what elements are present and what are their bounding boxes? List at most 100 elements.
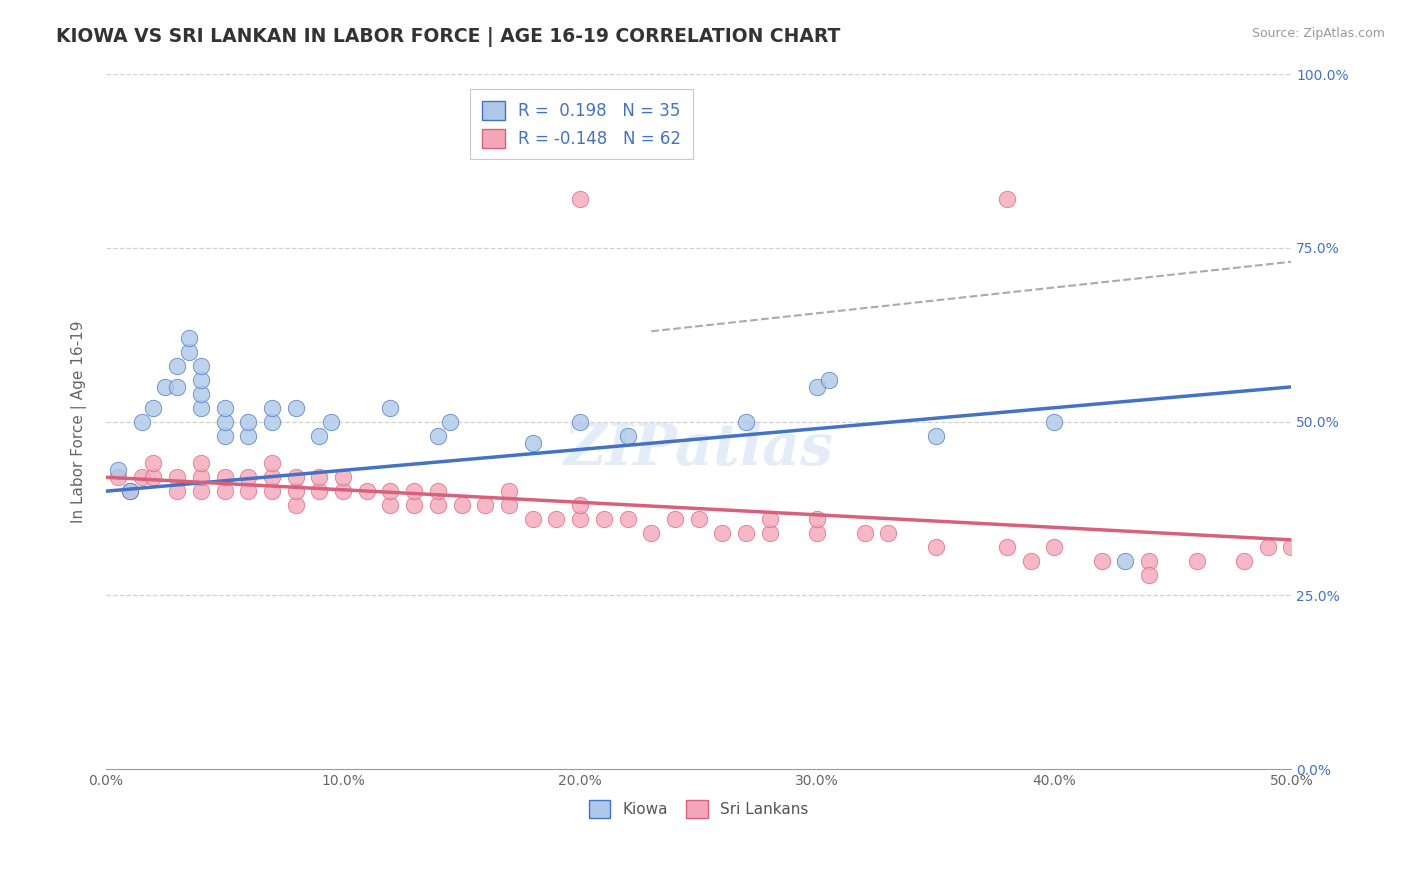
Point [380, 498, 402, 512]
Point [380, 401, 402, 415]
Point [758, 512, 780, 526]
Point [426, 498, 449, 512]
Point [142, 401, 165, 415]
Point [356, 484, 378, 499]
Point [806, 512, 828, 526]
Point [1233, 554, 1256, 568]
Point [332, 470, 354, 484]
Point [260, 470, 283, 484]
Point [1114, 554, 1136, 568]
Point [308, 484, 330, 499]
Point [166, 470, 188, 484]
Point [1137, 567, 1160, 582]
Y-axis label: In Labor Force | Age 16-19: In Labor Force | Age 16-19 [72, 320, 87, 523]
Point [260, 415, 283, 429]
Point [1137, 554, 1160, 568]
Point [1091, 554, 1114, 568]
Point [592, 512, 614, 526]
Point [806, 380, 828, 394]
Point [711, 525, 734, 540]
Point [332, 484, 354, 499]
Point [569, 498, 592, 512]
Point [166, 484, 188, 499]
Point [131, 470, 153, 484]
Point [238, 428, 260, 442]
Point [260, 401, 283, 415]
Point [404, 498, 426, 512]
Point [735, 415, 758, 429]
Point [758, 525, 780, 540]
Point [284, 401, 307, 415]
Point [380, 484, 402, 499]
Point [107, 470, 129, 484]
Point [260, 484, 283, 499]
Point [806, 525, 828, 540]
Point [1279, 540, 1302, 554]
Point [284, 470, 307, 484]
Point [735, 525, 758, 540]
Point [569, 415, 592, 429]
Point [308, 470, 330, 484]
Legend: Kiowa, Sri Lankans: Kiowa, Sri Lankans [583, 795, 814, 824]
Point [498, 498, 520, 512]
Point [616, 512, 638, 526]
Point [522, 512, 544, 526]
Point [166, 359, 188, 373]
Text: ZIPatlas: ZIPatlas [564, 421, 834, 478]
Point [142, 470, 165, 484]
Point [214, 401, 236, 415]
Point [190, 401, 212, 415]
Point [1043, 415, 1066, 429]
Point [177, 331, 200, 345]
Point [426, 428, 449, 442]
Point [118, 484, 141, 499]
Point [118, 484, 141, 499]
Text: KIOWA VS SRI LANKAN IN LABOR FORCE | AGE 16-19 CORRELATION CHART: KIOWA VS SRI LANKAN IN LABOR FORCE | AGE… [56, 27, 841, 46]
Point [238, 484, 260, 499]
Point [155, 380, 177, 394]
Point [1043, 540, 1066, 554]
Point [321, 415, 343, 429]
Point [522, 435, 544, 450]
Point [107, 463, 129, 477]
Point [426, 484, 449, 499]
Point [214, 484, 236, 499]
Point [569, 512, 592, 526]
Point [190, 484, 212, 499]
Point [1019, 554, 1042, 568]
Point [142, 456, 165, 470]
Point [214, 470, 236, 484]
Point [177, 345, 200, 359]
Point [190, 387, 212, 401]
Point [877, 525, 900, 540]
Point [450, 498, 472, 512]
Point [664, 512, 686, 526]
Point [131, 415, 153, 429]
Point [404, 484, 426, 499]
Point [190, 456, 212, 470]
Point [616, 428, 638, 442]
Point [190, 470, 212, 484]
Point [284, 498, 307, 512]
Point [688, 512, 710, 526]
Point [214, 428, 236, 442]
Point [284, 484, 307, 499]
Point [166, 380, 188, 394]
Point [1185, 554, 1208, 568]
Point [214, 415, 236, 429]
Point [925, 428, 948, 442]
Point [439, 415, 461, 429]
Point [1257, 540, 1279, 554]
Point [238, 470, 260, 484]
Point [995, 540, 1018, 554]
Point [640, 525, 662, 540]
Point [260, 456, 283, 470]
Point [925, 540, 948, 554]
Point [995, 192, 1018, 206]
Point [818, 373, 841, 387]
Point [498, 484, 520, 499]
Point [474, 498, 496, 512]
Point [853, 525, 876, 540]
Point [569, 192, 592, 206]
Point [190, 359, 212, 373]
